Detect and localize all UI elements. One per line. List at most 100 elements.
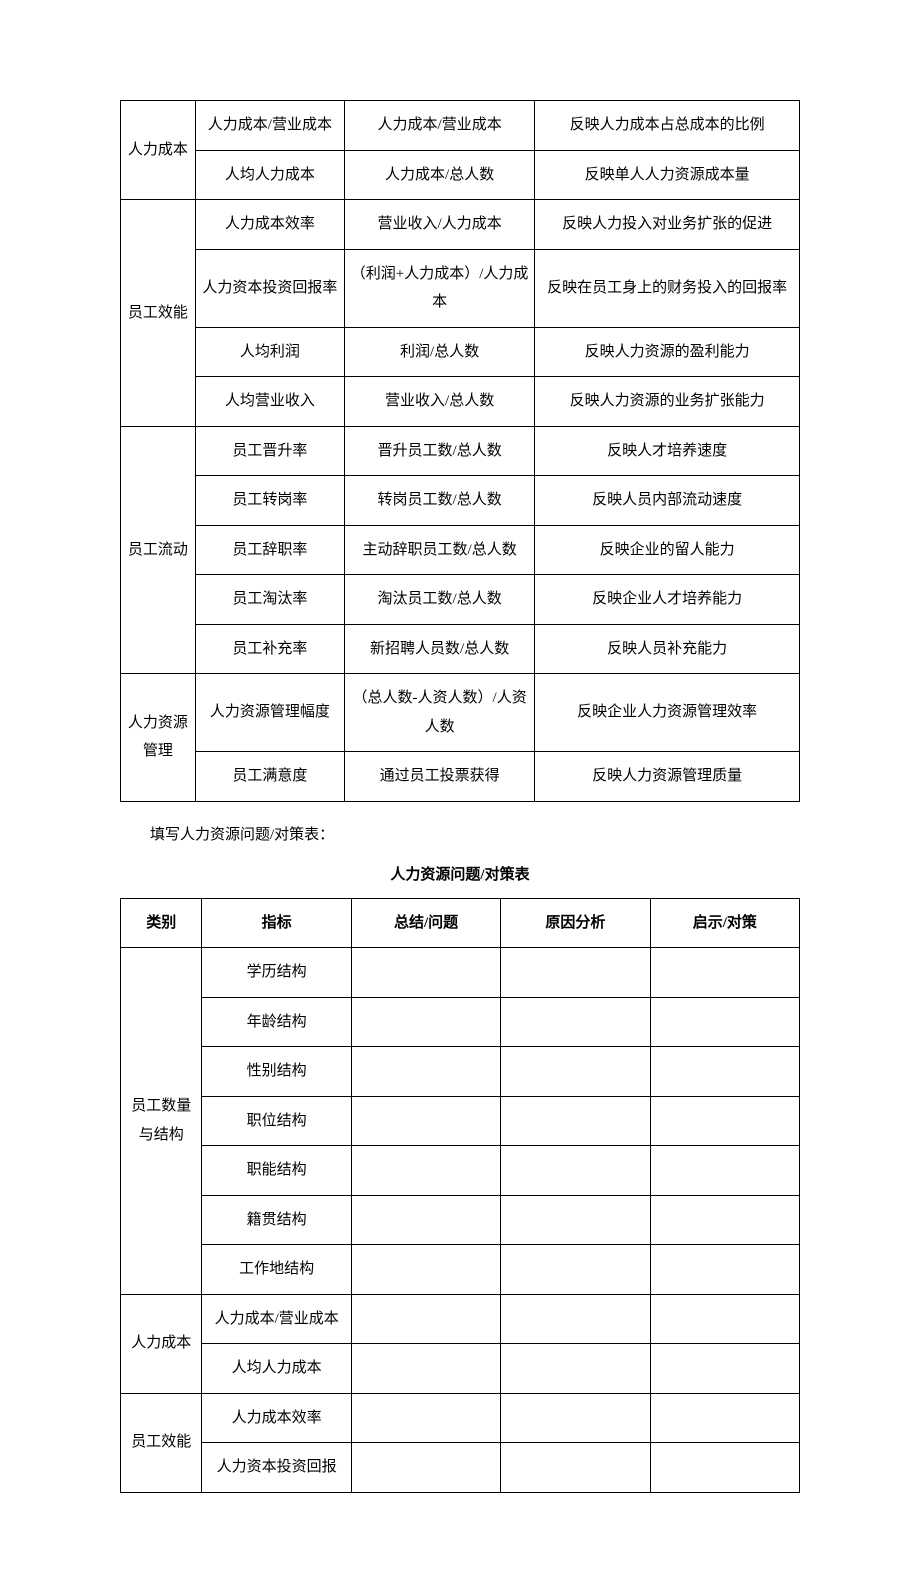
description-cell: 反映企业的留人能力 <box>535 525 800 575</box>
empty-cell <box>351 1146 500 1196</box>
category-cell: 员工流动 <box>121 426 196 674</box>
table-row: 职能结构 <box>121 1146 800 1196</box>
empty-cell <box>351 1195 500 1245</box>
description-cell: 反映人员内部流动速度 <box>535 476 800 526</box>
table-row: 员工流动员工晋升率晋升员工数/总人数反映人才培养速度 <box>121 426 800 476</box>
header-cell: 原因分析 <box>501 898 650 948</box>
indicator-cell: 人力成本效率 <box>202 1393 351 1443</box>
formula-cell: 利润/总人数 <box>345 327 535 377</box>
table-row: 性别结构 <box>121 1047 800 1097</box>
hr-indicators-table: 人力成本人力成本/营业成本人力成本/营业成本反映人力成本占总成本的比例人均人力成… <box>120 100 800 802</box>
empty-cell <box>351 1096 500 1146</box>
description-cell: 反映人员补充能力 <box>535 624 800 674</box>
table-row: 员工满意度通过员工投票获得反映人力资源管理质量 <box>121 752 800 802</box>
formula-cell: 营业收入/总人数 <box>345 377 535 427</box>
table-row: 工作地结构 <box>121 1245 800 1295</box>
empty-cell <box>650 1393 799 1443</box>
empty-cell <box>650 1443 799 1493</box>
indicator-cell: 性别结构 <box>202 1047 351 1097</box>
description-cell: 反映人力成本占总成本的比例 <box>535 101 800 151</box>
empty-cell <box>501 1344 650 1394</box>
empty-cell <box>351 1047 500 1097</box>
header-cell: 启示/对策 <box>650 898 799 948</box>
hr-issues-table: 类别指标总结/问题原因分析启示/对策员工数量与结构学历结构 年龄结构 性别结构 … <box>120 898 800 1493</box>
table-row: 人均利润利润/总人数反映人力资源的盈利能力 <box>121 327 800 377</box>
table-row: 员工补充率新招聘人员数/总人数反映人员补充能力 <box>121 624 800 674</box>
table-row: 人力资本投资回报率（利润+人力成本）/人力成本反映在员工身上的财务投入的回报率 <box>121 249 800 327</box>
empty-cell <box>650 997 799 1047</box>
empty-cell <box>650 948 799 998</box>
empty-cell <box>501 1443 650 1493</box>
table-row: 年龄结构 <box>121 997 800 1047</box>
category-cell: 员工效能 <box>121 200 196 427</box>
empty-cell <box>650 1047 799 1097</box>
table-header-row: 类别指标总结/问题原因分析启示/对策 <box>121 898 800 948</box>
formula-cell: （利润+人力成本）/人力成本 <box>345 249 535 327</box>
empty-cell <box>351 948 500 998</box>
category-cell: 员工数量与结构 <box>121 948 202 1295</box>
empty-cell <box>351 997 500 1047</box>
indicator-cell: 员工转岗率 <box>195 476 344 526</box>
indicator-cell: 人均营业收入 <box>195 377 344 427</box>
empty-cell <box>650 1195 799 1245</box>
empty-cell <box>501 1047 650 1097</box>
indicator-cell: 人力资本投资回报率 <box>195 249 344 327</box>
category-cell: 人力成本 <box>121 1294 202 1393</box>
table-row: 人均营业收入营业收入/总人数反映人力资源的业务扩张能力 <box>121 377 800 427</box>
empty-cell <box>501 948 650 998</box>
formula-cell: 新招聘人员数/总人数 <box>345 624 535 674</box>
table-row: 人均人力成本人力成本/总人数反映单人人力资源成本量 <box>121 150 800 200</box>
category-cell: 员工效能 <box>121 1393 202 1492</box>
formula-cell: 人力成本/营业成本 <box>345 101 535 151</box>
formula-cell: 营业收入/人力成本 <box>345 200 535 250</box>
formula-cell: 主动辞职员工数/总人数 <box>345 525 535 575</box>
formula-cell: 晋升员工数/总人数 <box>345 426 535 476</box>
table-row: 职位结构 <box>121 1096 800 1146</box>
empty-cell <box>501 1096 650 1146</box>
empty-cell <box>650 1344 799 1394</box>
description-cell: 反映人力资源的盈利能力 <box>535 327 800 377</box>
empty-cell <box>351 1344 500 1394</box>
indicator-cell: 员工补充率 <box>195 624 344 674</box>
empty-cell <box>650 1245 799 1295</box>
table-row: 员工效能人力成本效率营业收入/人力成本反映人力投入对业务扩张的促进 <box>121 200 800 250</box>
indicator-cell: 工作地结构 <box>202 1245 351 1295</box>
empty-cell <box>351 1443 500 1493</box>
indicator-cell: 职能结构 <box>202 1146 351 1196</box>
category-cell: 人力资源管理 <box>121 674 196 802</box>
empty-cell <box>501 997 650 1047</box>
table-row: 员工效能人力成本效率 <box>121 1393 800 1443</box>
formula-cell: 淘汰员工数/总人数 <box>345 575 535 625</box>
header-cell: 类别 <box>121 898 202 948</box>
table-row: 人力成本人力成本/营业成本人力成本/营业成本反映人力成本占总成本的比例 <box>121 101 800 151</box>
header-cell: 指标 <box>202 898 351 948</box>
empty-cell <box>501 1195 650 1245</box>
indicator-cell: 员工淘汰率 <box>195 575 344 625</box>
description-cell: 反映企业人才培养能力 <box>535 575 800 625</box>
indicator-cell: 人力成本/营业成本 <box>195 101 344 151</box>
formula-cell: 转岗员工数/总人数 <box>345 476 535 526</box>
header-cell: 总结/问题 <box>351 898 500 948</box>
empty-cell <box>501 1245 650 1295</box>
empty-cell <box>650 1294 799 1344</box>
table2-title: 人力资源问题/对策表 <box>120 863 800 884</box>
description-cell: 反映单人人力资源成本量 <box>535 150 800 200</box>
indicator-cell: 员工晋升率 <box>195 426 344 476</box>
table-row: 籍贯结构 <box>121 1195 800 1245</box>
indicator-cell: 员工辞职率 <box>195 525 344 575</box>
table-row: 员工淘汰率淘汰员工数/总人数反映企业人才培养能力 <box>121 575 800 625</box>
description-cell: 反映人力资源管理质量 <box>535 752 800 802</box>
indicator-cell: 员工满意度 <box>195 752 344 802</box>
indicator-cell: 人均人力成本 <box>195 150 344 200</box>
indicator-cell: 学历结构 <box>202 948 351 998</box>
formula-cell: 通过员工投票获得 <box>345 752 535 802</box>
empty-cell <box>650 1146 799 1196</box>
indicator-cell: 人力资源管理幅度 <box>195 674 344 752</box>
description-cell: 反映人力资源的业务扩张能力 <box>535 377 800 427</box>
description-cell: 反映人才培养速度 <box>535 426 800 476</box>
empty-cell <box>501 1393 650 1443</box>
empty-cell <box>351 1393 500 1443</box>
table-row: 人力成本人力成本/营业成本 <box>121 1294 800 1344</box>
description-cell: 反映人力投入对业务扩张的促进 <box>535 200 800 250</box>
table-row: 员工数量与结构学历结构 <box>121 948 800 998</box>
